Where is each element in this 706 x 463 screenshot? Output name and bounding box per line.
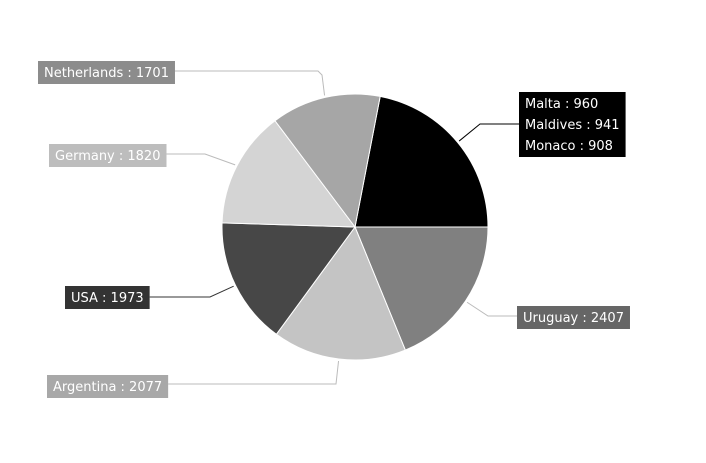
pie-slices bbox=[221, 93, 489, 361]
data-label-uruguay: Uruguay : 2407 bbox=[523, 311, 624, 326]
pie-slice-germany bbox=[221, 120, 357, 228]
pie-slice-small bbox=[354, 95, 489, 228]
data-label-monaco: Monaco : 908 bbox=[525, 139, 613, 154]
data-label-box-uruguay bbox=[517, 306, 630, 329]
data-label-box-netherlands bbox=[38, 61, 175, 84]
data-label-germany: Germany : 1820 bbox=[55, 149, 160, 164]
pie-slice-netherlands bbox=[274, 93, 381, 229]
pie-slice-usa bbox=[221, 222, 356, 335]
connector-small bbox=[458, 123, 519, 142]
data-label-box-germany bbox=[49, 144, 167, 167]
connector-germany bbox=[166, 153, 236, 166]
data-labels: Malta : 960 Maldives : 941 Monaco : 908 Uru… bbox=[38, 61, 630, 398]
connector-usa bbox=[149, 285, 234, 298]
connector-uruguay bbox=[466, 301, 517, 317]
data-label-malta: Malta : 960 bbox=[525, 97, 598, 112]
connector-argentina bbox=[168, 360, 340, 385]
data-label-netherlands: Netherlands : 1701 bbox=[44, 66, 169, 81]
data-label-usa: USA : 1973 bbox=[71, 291, 144, 306]
connector-netherlands bbox=[174, 70, 326, 96]
data-label-box-argentina bbox=[47, 375, 169, 398]
data-label-box-small bbox=[519, 92, 626, 157]
data-label-box-usa bbox=[65, 286, 150, 309]
pie-slice-uruguay bbox=[354, 226, 489, 351]
data-label-maldives: Maldives : 941 bbox=[525, 118, 620, 133]
pie-slice-argentina bbox=[275, 225, 406, 361]
label-connectors bbox=[149, 70, 519, 385]
data-label-argentina: Argentina : 2077 bbox=[53, 380, 162, 395]
